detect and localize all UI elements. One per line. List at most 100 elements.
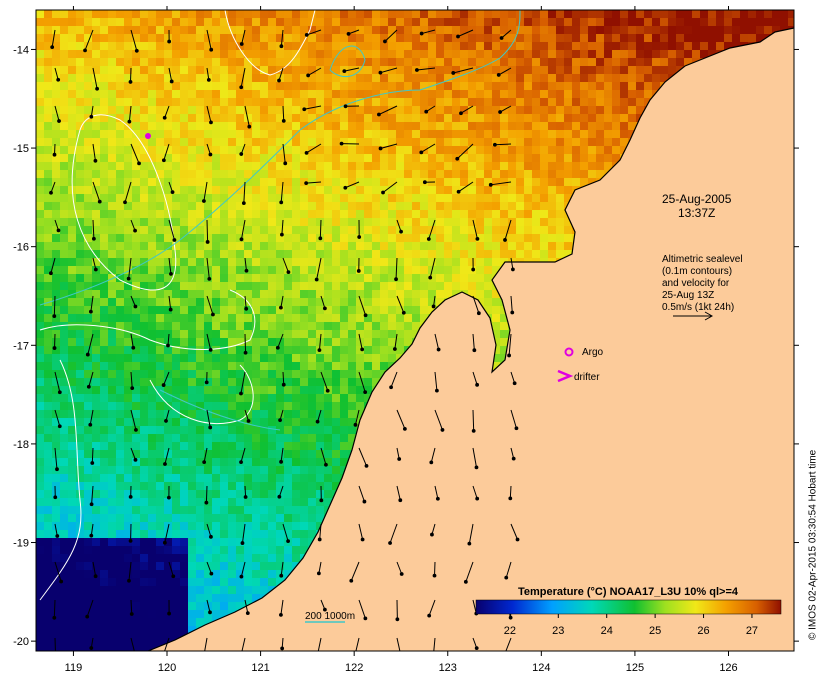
sst-cell <box>292 26 300 34</box>
sst-cell <box>580 98 588 106</box>
sst-cell <box>84 194 92 202</box>
sst-cell <box>460 234 468 242</box>
sst-cell <box>420 90 428 98</box>
sst-cell <box>60 410 68 418</box>
sst-cell <box>396 194 404 202</box>
sst-cell <box>652 10 660 18</box>
sst-cell <box>396 258 404 266</box>
sst-cell <box>148 18 156 26</box>
sst-cell <box>252 130 260 138</box>
sst-cell <box>92 114 100 122</box>
sst-cell <box>284 226 292 234</box>
sst-cell <box>364 394 372 402</box>
sst-cell <box>684 50 692 58</box>
sst-cell <box>348 266 356 274</box>
sst-cell <box>300 130 308 138</box>
sst-cell <box>124 210 132 218</box>
sst-cell <box>492 26 500 34</box>
sst-cell <box>44 162 52 170</box>
sst-cell <box>564 162 572 170</box>
sst-cell <box>76 66 84 74</box>
sst-cell <box>164 114 172 122</box>
sst-cell <box>604 98 612 106</box>
sst-cell <box>260 74 268 82</box>
sst-cell <box>300 170 308 178</box>
sst-cell <box>564 218 572 226</box>
sst-cell <box>308 210 316 218</box>
sst-cell <box>332 66 340 74</box>
sst-cell <box>484 138 492 146</box>
sst-cell <box>284 66 292 74</box>
sst-cell <box>116 242 124 250</box>
sst-cell <box>60 10 68 18</box>
sst-cell <box>116 370 124 378</box>
sst-cell <box>644 10 652 18</box>
sst-cell <box>380 10 388 18</box>
sst-cell <box>524 202 532 210</box>
sst-cell <box>556 146 564 154</box>
sst-cell <box>596 50 604 58</box>
sst-cell <box>116 162 124 170</box>
sst-cell <box>532 106 540 114</box>
sst-cell <box>300 346 308 354</box>
sst-cell <box>484 114 492 122</box>
sst-cell <box>308 106 316 114</box>
sst-cell <box>124 290 132 298</box>
sst-cell <box>92 354 100 362</box>
sst-cell <box>572 66 580 74</box>
sst-cell <box>212 26 220 34</box>
sst-cell <box>92 386 100 394</box>
sst-cell <box>420 290 428 298</box>
sst-cell <box>172 178 180 186</box>
sst-cell <box>196 74 204 82</box>
sst-cell <box>116 210 124 218</box>
sst-cell <box>76 402 84 410</box>
sst-cell <box>436 202 444 210</box>
sst-cell <box>268 378 276 386</box>
sst-cell <box>396 290 404 298</box>
sst-cell <box>292 250 300 258</box>
sst-cell <box>316 210 324 218</box>
sst-cell <box>476 210 484 218</box>
sst-cell <box>124 306 132 314</box>
sst-cell <box>332 42 340 50</box>
sst-cell <box>132 170 140 178</box>
sst-cell <box>252 290 260 298</box>
sst-cell <box>412 130 420 138</box>
sst-cell <box>652 42 660 50</box>
sst-cell <box>452 122 460 130</box>
sst-cell <box>388 34 396 42</box>
sst-cell <box>260 226 268 234</box>
sst-cell <box>92 106 100 114</box>
sst-cell <box>188 130 196 138</box>
sst-cell <box>548 226 556 234</box>
sst-cell <box>500 122 508 130</box>
sst-cell <box>92 98 100 106</box>
sst-cell <box>156 170 164 178</box>
sst-cell <box>452 218 460 226</box>
sst-cell <box>468 138 476 146</box>
sst-cell <box>76 394 84 402</box>
sst-cell <box>244 34 252 42</box>
sst-cell <box>428 114 436 122</box>
sst-cell <box>300 194 308 202</box>
sst-cell <box>412 218 420 226</box>
sst-cell <box>308 322 316 330</box>
sst-cell <box>36 146 44 154</box>
sst-cell <box>516 74 524 82</box>
sst-cell <box>196 130 204 138</box>
sst-cell <box>156 122 164 130</box>
sst-cell <box>452 162 460 170</box>
sst-cell <box>500 26 508 34</box>
sst-cell <box>476 162 484 170</box>
sst-cell <box>412 250 420 258</box>
sst-cell <box>212 418 220 426</box>
sst-cell <box>516 114 524 122</box>
sst-cell <box>228 362 236 370</box>
sst-cell <box>476 274 484 282</box>
sst-cell <box>468 242 476 250</box>
sst-cell <box>172 130 180 138</box>
sst-cell <box>356 194 364 202</box>
sst-cell <box>260 218 268 226</box>
sst-cell <box>148 162 156 170</box>
